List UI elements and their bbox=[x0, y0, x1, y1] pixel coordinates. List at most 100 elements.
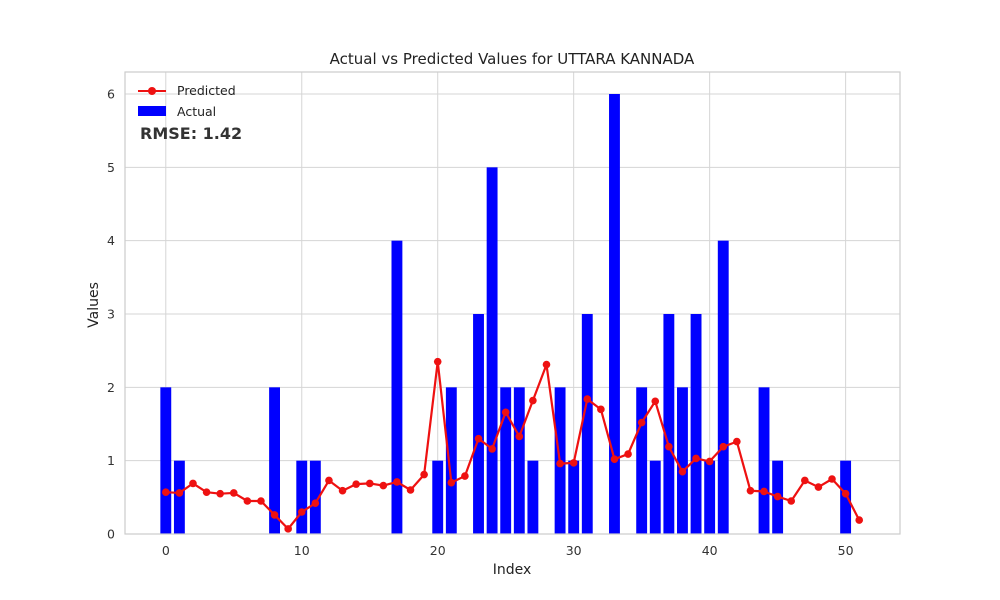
predicted-point bbox=[760, 487, 768, 496]
legend: Predicted Actual bbox=[138, 83, 236, 119]
x-tick-label: 20 bbox=[430, 543, 446, 558]
predicted-point bbox=[610, 455, 619, 464]
predicted-point bbox=[841, 489, 850, 498]
legend-actual-label: Actual bbox=[177, 104, 216, 119]
predicted-point bbox=[624, 450, 632, 458]
predicted-point bbox=[311, 499, 320, 508]
x-tick-label: 0 bbox=[162, 543, 170, 558]
predicted-point bbox=[270, 511, 279, 519]
rmse-annotation: RMSE: 1.42 bbox=[140, 124, 242, 143]
actual-bar bbox=[160, 387, 172, 534]
predicted-point bbox=[229, 489, 238, 497]
x-tick-label: 40 bbox=[702, 543, 718, 558]
predicted-point bbox=[365, 479, 374, 488]
actual-bar bbox=[500, 387, 512, 534]
x-tick-label: 10 bbox=[294, 543, 310, 558]
predicted-point bbox=[692, 454, 700, 463]
actual-bar bbox=[296, 460, 308, 534]
predicted-point bbox=[379, 481, 388, 490]
y-tick-label: 0 bbox=[107, 527, 115, 542]
y-tick-label: 4 bbox=[107, 233, 115, 248]
actual-bar bbox=[690, 314, 702, 534]
predicted-point bbox=[189, 479, 197, 488]
predicted-point bbox=[651, 397, 660, 406]
legend-predicted-label: Predicted bbox=[177, 83, 236, 98]
y-axis-label: Values bbox=[86, 282, 102, 328]
predicted-point bbox=[787, 497, 796, 505]
predicted-point bbox=[583, 395, 592, 403]
x-axis-label: Index bbox=[493, 562, 532, 578]
predicted-point bbox=[637, 418, 646, 427]
predicted-point bbox=[257, 497, 265, 505]
actual-bar bbox=[663, 314, 675, 534]
x-tick-label: 30 bbox=[566, 543, 582, 558]
chart-title: Actual vs Predicted Values for UTTARA KA… bbox=[330, 50, 695, 68]
y-tick-label: 3 bbox=[107, 307, 115, 322]
predicted-point bbox=[746, 486, 755, 495]
predicted-point bbox=[556, 459, 564, 468]
predicted-point bbox=[406, 486, 415, 494]
predicted-point bbox=[801, 476, 809, 485]
x-axis-ticks: 0 10 20 30 40 50 bbox=[162, 543, 854, 558]
predicted-point bbox=[665, 442, 673, 451]
predicted-point bbox=[474, 434, 483, 443]
actual-bar bbox=[717, 240, 729, 534]
actual-bar bbox=[636, 387, 648, 534]
actual-bar bbox=[677, 387, 688, 534]
actual-bar bbox=[609, 94, 620, 534]
predicted-point bbox=[284, 525, 292, 533]
actual-bar bbox=[309, 460, 321, 534]
predicted-point bbox=[393, 478, 401, 486]
predicted-point bbox=[501, 408, 510, 417]
predicted-point bbox=[325, 476, 333, 485]
predicted-point bbox=[202, 488, 211, 497]
predicted-point bbox=[773, 492, 782, 501]
predicted-point bbox=[515, 432, 524, 441]
y-axis-ticks: 0 1 2 3 4 5 6 bbox=[107, 87, 115, 542]
plot-area-frame bbox=[124, 71, 901, 535]
predicted-point bbox=[542, 360, 551, 369]
predicted-point bbox=[297, 508, 306, 516]
actual-bar bbox=[486, 167, 498, 535]
actual-bar bbox=[269, 387, 280, 534]
actual-bar bbox=[173, 460, 185, 534]
y-tick-label: 5 bbox=[107, 160, 115, 175]
actual-bar bbox=[527, 460, 539, 534]
predicted-point bbox=[420, 470, 428, 479]
predicted-point bbox=[243, 497, 252, 505]
predicted-point bbox=[828, 475, 836, 483]
predicted-point bbox=[855, 516, 864, 524]
predicted-point bbox=[433, 357, 442, 366]
predicted-line-group bbox=[161, 357, 864, 533]
predicted-point bbox=[597, 405, 605, 414]
y-tick-label: 6 bbox=[107, 87, 115, 102]
actual-bar bbox=[704, 460, 716, 534]
legend-actual-swatch-icon bbox=[138, 106, 166, 116]
actual-bar bbox=[513, 387, 525, 534]
predicted-point bbox=[678, 467, 687, 476]
actual-bar bbox=[432, 460, 444, 534]
predicted-point bbox=[338, 486, 347, 495]
x-tick-label: 50 bbox=[838, 543, 854, 558]
predicted-point bbox=[569, 459, 578, 467]
predicted-point bbox=[461, 472, 469, 480]
actual-bar bbox=[473, 314, 484, 534]
actual-bar bbox=[391, 240, 403, 534]
predicted-point bbox=[814, 483, 823, 491]
predicted-point bbox=[733, 437, 741, 446]
legend-predicted-marker-icon bbox=[148, 87, 156, 95]
predicted-line bbox=[165, 360, 861, 530]
predicted-point bbox=[447, 478, 456, 487]
actual-bar bbox=[581, 314, 593, 534]
predicted-point bbox=[352, 480, 360, 488]
predicted-point bbox=[161, 488, 170, 497]
y-tick-label: 1 bbox=[107, 453, 115, 468]
actual-bar bbox=[445, 387, 457, 534]
predicted-point bbox=[216, 489, 224, 498]
predicted-point bbox=[529, 396, 537, 405]
actual-bar bbox=[649, 460, 661, 534]
predicted-point bbox=[488, 445, 496, 453]
y-tick-label: 2 bbox=[107, 380, 115, 395]
predicted-point bbox=[175, 489, 184, 497]
